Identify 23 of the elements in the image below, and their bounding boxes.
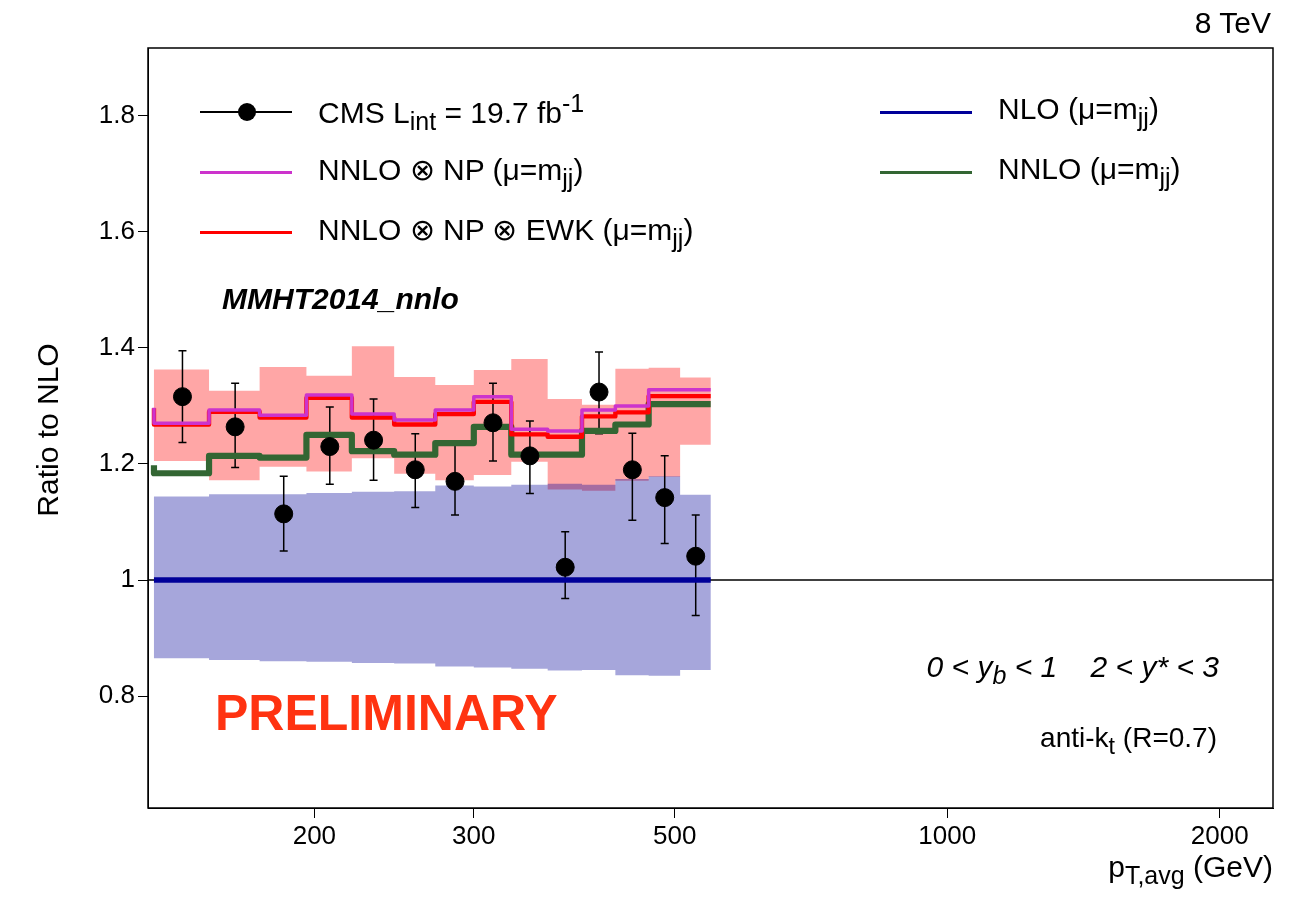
x-tick-label: 2000 xyxy=(1190,819,1249,850)
x-tick-label: 300 xyxy=(452,819,496,850)
y-tick-label: 1 xyxy=(120,563,135,594)
x-tick-label: 200 xyxy=(292,819,337,850)
y-axis-title: Ratio to NLO xyxy=(31,343,65,517)
y-tick-label: 0.8 xyxy=(98,679,135,710)
annotation: MMHT2014_nnlo xyxy=(222,282,459,316)
legend-label: NNLO (μ=m$_{jj}$) xyxy=(998,152,1181,192)
annotation: PRELIMINARY xyxy=(215,684,558,742)
annotation: anti-k$_{t}$ (R=0.7) xyxy=(1040,722,1217,760)
x-tick-label: 1000 xyxy=(918,819,977,850)
legend-label: NLO (μ=m$_{jj}$) xyxy=(998,92,1159,132)
y-tick-label: 1.4 xyxy=(98,331,135,362)
x-tick-label: 500 xyxy=(652,819,697,850)
x-axis-title: p$_{T,avg}$ (GeV) xyxy=(1108,850,1273,890)
y-tick-label: 1.6 xyxy=(98,215,135,246)
legend-label: NNLO ⊗ NP (μ=m$_{jj}$) xyxy=(318,151,584,193)
text: 8 TeV xyxy=(1194,6,1271,40)
legend-label: NNLO ⊗ NP ⊗ EWK (μ=m$_{jj}$) xyxy=(318,211,694,253)
annotation: 0 < y$_{b}$ < 1 2 < y* < 3 xyxy=(926,650,1219,690)
y-tick-label: 1.2 xyxy=(98,447,135,478)
legend-label: CMS L$_{int}$ = 19.7 fb$^{-1}$ xyxy=(318,88,585,136)
y-tick-label: 1.8 xyxy=(98,99,135,130)
